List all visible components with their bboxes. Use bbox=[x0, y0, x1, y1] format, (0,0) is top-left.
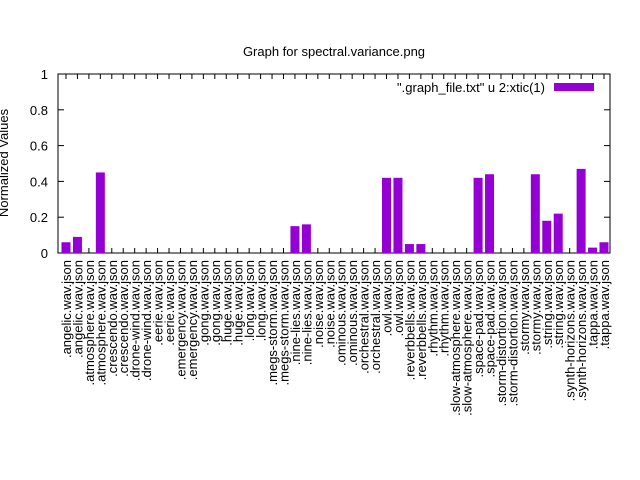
bar bbox=[576, 168, 586, 253]
bar bbox=[290, 226, 300, 253]
x-tick-label: .long.wav.json bbox=[254, 260, 269, 341]
x-tick-label: .slow-atmosphere.wav.json bbox=[448, 260, 463, 416]
x-tick-label: .nine-lies.wav.json bbox=[288, 260, 303, 365]
x-tick-label: .eerie.wav.json bbox=[162, 260, 177, 346]
x-tick-label: .storm-distortion.wav.json bbox=[494, 260, 509, 406]
x-tick-label: .space-pad.wav.json bbox=[471, 260, 486, 378]
bar bbox=[553, 213, 563, 253]
x-tick-label: .string.wav.json bbox=[540, 260, 555, 349]
x-tick-label: .noise.wav.json bbox=[322, 260, 337, 348]
bar bbox=[588, 247, 598, 253]
x-tick-label: .stormy.wav.json bbox=[528, 260, 543, 355]
x-tick-label: .rhythm.wav.json bbox=[425, 260, 440, 357]
bar bbox=[301, 224, 311, 253]
x-tick-label: .stormy.wav.json bbox=[517, 260, 532, 355]
x-tick-label: .reverbbells.wav.json bbox=[402, 260, 417, 380]
y-tick-label: 1 bbox=[41, 67, 48, 82]
x-tick-label: .owl.wav.json bbox=[391, 260, 406, 336]
chart-title: Graph for spectral.variance.png bbox=[243, 44, 425, 59]
x-tick-label: .angelic.wav.json bbox=[59, 260, 74, 358]
x-tick-label: .megs-storm.wav.json bbox=[265, 260, 280, 385]
bar bbox=[530, 174, 540, 253]
x-tick-label: .owl.wav.json bbox=[380, 260, 395, 336]
legend-swatch bbox=[554, 83, 594, 91]
x-tick-label: .tappa.wav.json bbox=[597, 260, 612, 349]
x-tick-label: .megs-storm.wav.json bbox=[276, 260, 291, 385]
y-axis-label: Normalized Values bbox=[0, 108, 11, 217]
x-tick-label: .reverbbells.wav.json bbox=[414, 260, 429, 380]
bar bbox=[599, 242, 609, 253]
bar bbox=[72, 236, 82, 253]
x-tick-label: .huge.wav.json bbox=[219, 260, 234, 346]
x-tick-label: .drone-wind.wav.json bbox=[139, 260, 154, 381]
x-tick-label: .crescendo.wav.json bbox=[105, 260, 120, 377]
x-tick-label: .atmosphere.wav.json bbox=[82, 260, 97, 386]
x-tick-label: .space-pad.wav.json bbox=[483, 260, 498, 378]
x-tick-label: .gong.wav.json bbox=[208, 260, 223, 346]
legend-label: ".graph_file.txt" u 2:xtic(1) bbox=[397, 80, 545, 95]
x-tick-label: .storm-distortion.wav.json bbox=[505, 260, 520, 406]
x-tick-label: .synth-horizons.wav.json bbox=[563, 260, 578, 401]
x-tick-label: .gong.wav.json bbox=[196, 260, 211, 346]
x-tick-label: .rhythm.wav.json bbox=[437, 260, 452, 357]
x-tick-label: .ominous.wav.json bbox=[334, 260, 349, 366]
y-tick-label: 0.6 bbox=[30, 139, 48, 154]
x-tick-label: .emergency.wav.json bbox=[173, 260, 188, 380]
x-tick-label: .ominous.wav.json bbox=[345, 260, 360, 366]
x-tick-label: .drone-wind.wav.json bbox=[128, 260, 143, 381]
y-tick-label: 0.2 bbox=[30, 210, 48, 225]
y-tick-label: 0 bbox=[41, 246, 48, 261]
x-tick-label: .tappa.wav.json bbox=[586, 260, 601, 349]
bar bbox=[416, 244, 426, 253]
bar bbox=[95, 172, 105, 253]
x-tick-label: .noise.wav.json bbox=[311, 260, 326, 348]
x-tick-label: .emergency.wav.json bbox=[185, 260, 200, 380]
x-tick-label: .huge.wav.json bbox=[231, 260, 246, 346]
bar bbox=[382, 177, 392, 253]
bar bbox=[61, 242, 71, 253]
x-tick-label: .angelic.wav.json bbox=[70, 260, 85, 358]
x-tick-label: .slow-atmosphere.wav.json bbox=[460, 260, 475, 416]
bar bbox=[473, 177, 483, 253]
y-tick-label: 0.4 bbox=[30, 174, 48, 189]
x-tick-label: .synth-horizons.wav.json bbox=[574, 260, 589, 401]
x-tick-label: .string.wav.json bbox=[551, 260, 566, 349]
x-tick-label: .orchestral.wav.json bbox=[357, 260, 372, 374]
x-tick-label: .nine-lies.wav.json bbox=[299, 260, 314, 365]
x-tick-label: .crescendo.wav.json bbox=[116, 260, 131, 377]
y-tick-label: 0.8 bbox=[30, 103, 48, 118]
bar bbox=[404, 244, 414, 253]
x-tick-label: .eerie.wav.json bbox=[151, 260, 166, 346]
plot-border bbox=[57, 73, 611, 254]
x-tick-label: .atmosphere.wav.json bbox=[93, 260, 108, 386]
bar bbox=[542, 220, 552, 253]
bar bbox=[485, 174, 495, 253]
bar bbox=[393, 177, 403, 253]
x-tick-label: .orchestral.wav.json bbox=[368, 260, 383, 374]
x-tick-label: .long.wav.json bbox=[242, 260, 257, 341]
